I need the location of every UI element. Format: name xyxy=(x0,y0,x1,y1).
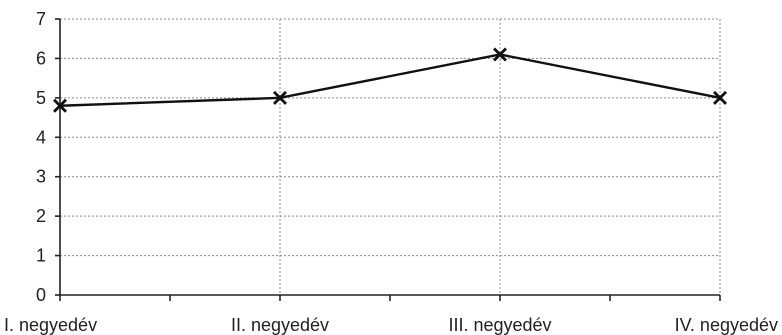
y-tick-labels: 0 1 2 3 4 5 6 7 xyxy=(36,9,60,305)
data-point-marker xyxy=(53,98,67,113)
marker-stroke xyxy=(273,90,287,105)
data-point-marker xyxy=(273,90,287,105)
data-point-marker xyxy=(713,90,727,105)
x-tick-labels: I. negyedév II. negyedév III. negyedév IV. … xyxy=(4,295,778,335)
series-line xyxy=(59,53,721,107)
data-point-marker xyxy=(493,47,507,62)
y-tick-label: 1 xyxy=(36,246,46,266)
y-tick-label: 2 xyxy=(36,206,46,226)
y-tick-label: 5 xyxy=(36,88,46,108)
marker-stroke xyxy=(53,98,67,113)
y-tick-label: 3 xyxy=(36,167,46,187)
axes xyxy=(59,19,720,296)
y-tick-label: 6 xyxy=(36,48,46,68)
y-tick-label: 4 xyxy=(36,127,46,147)
marker-stroke xyxy=(493,47,507,62)
x-tick-label: I. negyedév xyxy=(4,315,97,335)
y-tick-label: 7 xyxy=(36,9,46,29)
x-tick-label: IV. negyedév xyxy=(675,315,778,335)
gridlines xyxy=(60,18,721,295)
marker-stroke xyxy=(713,90,727,105)
y-tick-label: 0 xyxy=(36,285,46,305)
x-tick-label: III. negyedév xyxy=(448,315,551,335)
x-tick-label: II. negyedév xyxy=(231,315,329,335)
series xyxy=(53,47,727,113)
